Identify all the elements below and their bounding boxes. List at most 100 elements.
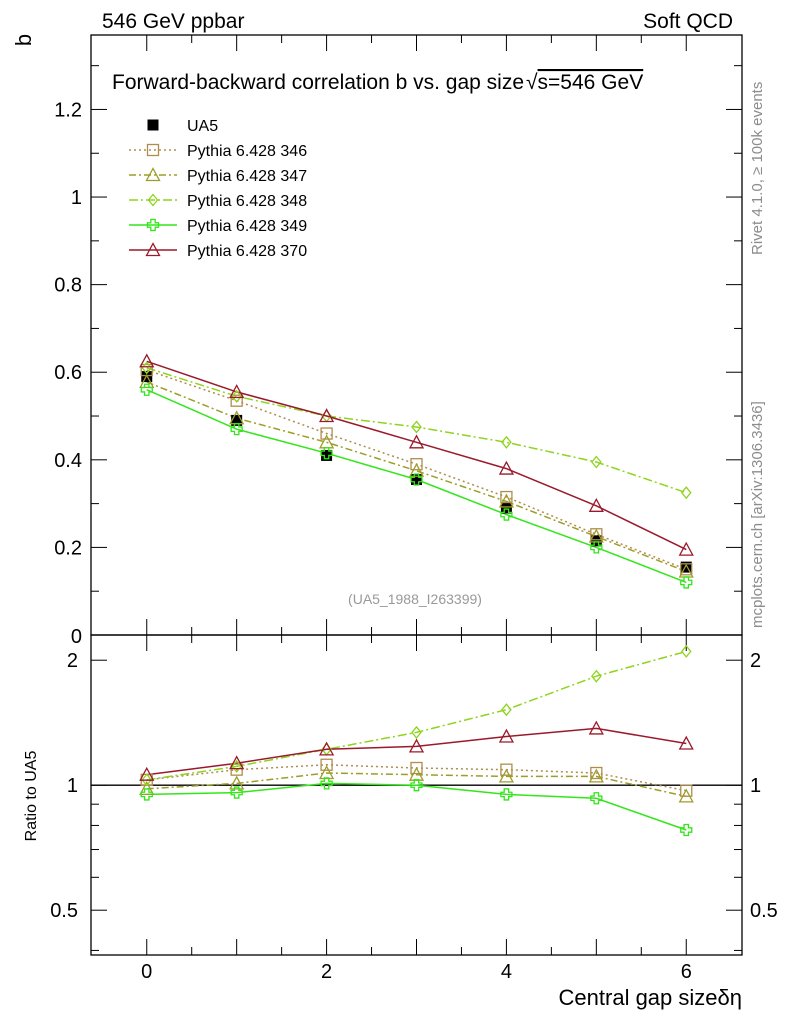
legend-label-ua5: UA5 <box>187 118 218 135</box>
legend-label-5: Pythia 6.428 370 <box>187 243 307 260</box>
mcplots-label: mcplots.cern.ch [arXiv:1306.3436] <box>749 401 766 628</box>
series-line-4 <box>146 389 687 584</box>
legend-marker-2 <box>145 167 161 182</box>
series-point-4 <box>140 383 153 396</box>
ratio-point-4 <box>320 777 333 790</box>
series-point-3 <box>411 420 422 434</box>
legend-label-3: Pythia 6.428 348 <box>187 193 307 210</box>
series-point-2 <box>498 493 515 508</box>
series-point-2 <box>408 462 425 477</box>
ratio-tick-label-right: 2 <box>750 650 761 672</box>
series-point-3 <box>501 435 512 449</box>
series-point-3 <box>141 361 153 375</box>
ratio-y-axis-label: Ratio to UA5 <box>23 751 40 842</box>
series-point-4 <box>500 508 513 521</box>
ratio-line-3 <box>146 650 687 781</box>
ratio-line-4 <box>146 782 687 831</box>
series-point-4 <box>230 423 243 436</box>
series-line-5 <box>146 360 687 551</box>
y-tick-label: 0.4 <box>54 450 82 472</box>
ratio-point-2 <box>498 768 515 783</box>
ratio-point-2 <box>588 768 604 783</box>
ratio-point-2 <box>678 788 694 803</box>
legend-marker-4 <box>146 218 160 232</box>
x-tick-label: 4 <box>501 961 512 983</box>
legend-marker-ua5 <box>147 119 159 131</box>
series-point-4 <box>320 447 333 460</box>
ratio-point-1 <box>410 761 423 775</box>
legend-label-1: Pythia 6.428 346 <box>187 143 307 160</box>
ratio-point-2 <box>139 780 155 795</box>
series-point-5 <box>229 384 245 399</box>
legend-label-2: Pythia 6.428 347 <box>187 168 307 185</box>
ratio-point-4 <box>410 779 423 792</box>
ratio-point-1 <box>320 758 333 771</box>
y-tick-label: 0.6 <box>54 362 82 384</box>
ratio-point-3 <box>590 669 602 683</box>
series-point-1 <box>320 427 333 440</box>
y-tick-label: 1 <box>71 187 82 209</box>
rivet-label: Rivet 4.1.0, ≥ 100k events <box>749 82 766 255</box>
ratio-line-2 <box>146 772 687 798</box>
ua5-data-point <box>500 502 512 514</box>
ratio-point-1 <box>500 763 513 776</box>
chart-title: Forward-backward correlation b vs. gap s… <box>112 71 643 94</box>
ratio-point-3 <box>680 644 692 658</box>
ratio-tick-label: 0.5 <box>50 900 78 922</box>
ratio-point-3 <box>501 703 512 717</box>
series-point-4 <box>410 473 423 486</box>
y-axis-label: b <box>11 34 36 46</box>
y-tick-label: 0.2 <box>54 537 82 559</box>
series-point-3 <box>590 455 602 469</box>
series-markers <box>139 353 694 837</box>
header-right: Soft QCD <box>643 10 733 33</box>
ratio-frame <box>90 634 743 956</box>
series-point-5 <box>408 434 425 449</box>
y-tick-label: 1.2 <box>54 99 82 121</box>
series-point-3 <box>231 389 243 403</box>
series-point-3 <box>680 486 692 500</box>
ratio-point-4 <box>500 788 513 801</box>
series-point-5 <box>678 541 694 556</box>
legend-label-4: Pythia 6.428 349 <box>187 218 307 235</box>
ratio-point-5 <box>678 735 694 750</box>
ratio-point-1 <box>680 784 693 797</box>
ratio-point-5 <box>498 728 515 743</box>
ratio-point-5 <box>408 738 425 753</box>
header-left: 546 GeV ppbar <box>102 10 244 33</box>
series-point-5 <box>498 460 515 475</box>
ratio-point-4 <box>230 786 243 799</box>
ratio-point-5 <box>229 755 245 770</box>
ratio-point-3 <box>231 759 243 773</box>
ratio-tick-label: 2 <box>67 650 78 672</box>
ratio-point-4 <box>680 823 693 837</box>
x-tick-label: 0 <box>141 961 152 983</box>
series-point-2 <box>139 373 155 389</box>
series-point-5 <box>139 353 155 368</box>
legend-marker-1 <box>146 143 160 157</box>
x-tick-label: 6 <box>681 961 692 983</box>
y-zero-label: 0 <box>71 626 82 648</box>
legend: UA5 Pythia 6.428 346 Pythia 6.428 347 Pythi… <box>129 118 307 260</box>
ratio-point-3 <box>411 725 422 739</box>
series-line-3 <box>146 367 687 494</box>
y-tick-label: 0.8 <box>54 275 82 297</box>
series-point-1 <box>230 394 243 407</box>
ratio-point-1 <box>590 766 603 780</box>
ratio-point-5 <box>588 720 604 735</box>
x-axis-label: Central gap sizeδη <box>559 985 742 1010</box>
ua5-data-point <box>590 535 602 547</box>
series-point-1 <box>500 490 513 504</box>
series-point-4 <box>680 576 693 589</box>
ratio-point-4 <box>140 788 153 801</box>
series-point-1 <box>410 458 423 471</box>
ratio-point-5 <box>139 766 155 781</box>
ratio-point-1 <box>230 763 243 776</box>
ratio-tick-label: 1 <box>67 775 78 797</box>
ratio-point-3 <box>141 773 153 787</box>
analysis-watermark: (UA5_1988_I263399) <box>348 591 482 607</box>
series-point-5 <box>588 497 604 512</box>
series-point-5 <box>318 408 335 423</box>
ratio-point-4 <box>590 792 603 805</box>
